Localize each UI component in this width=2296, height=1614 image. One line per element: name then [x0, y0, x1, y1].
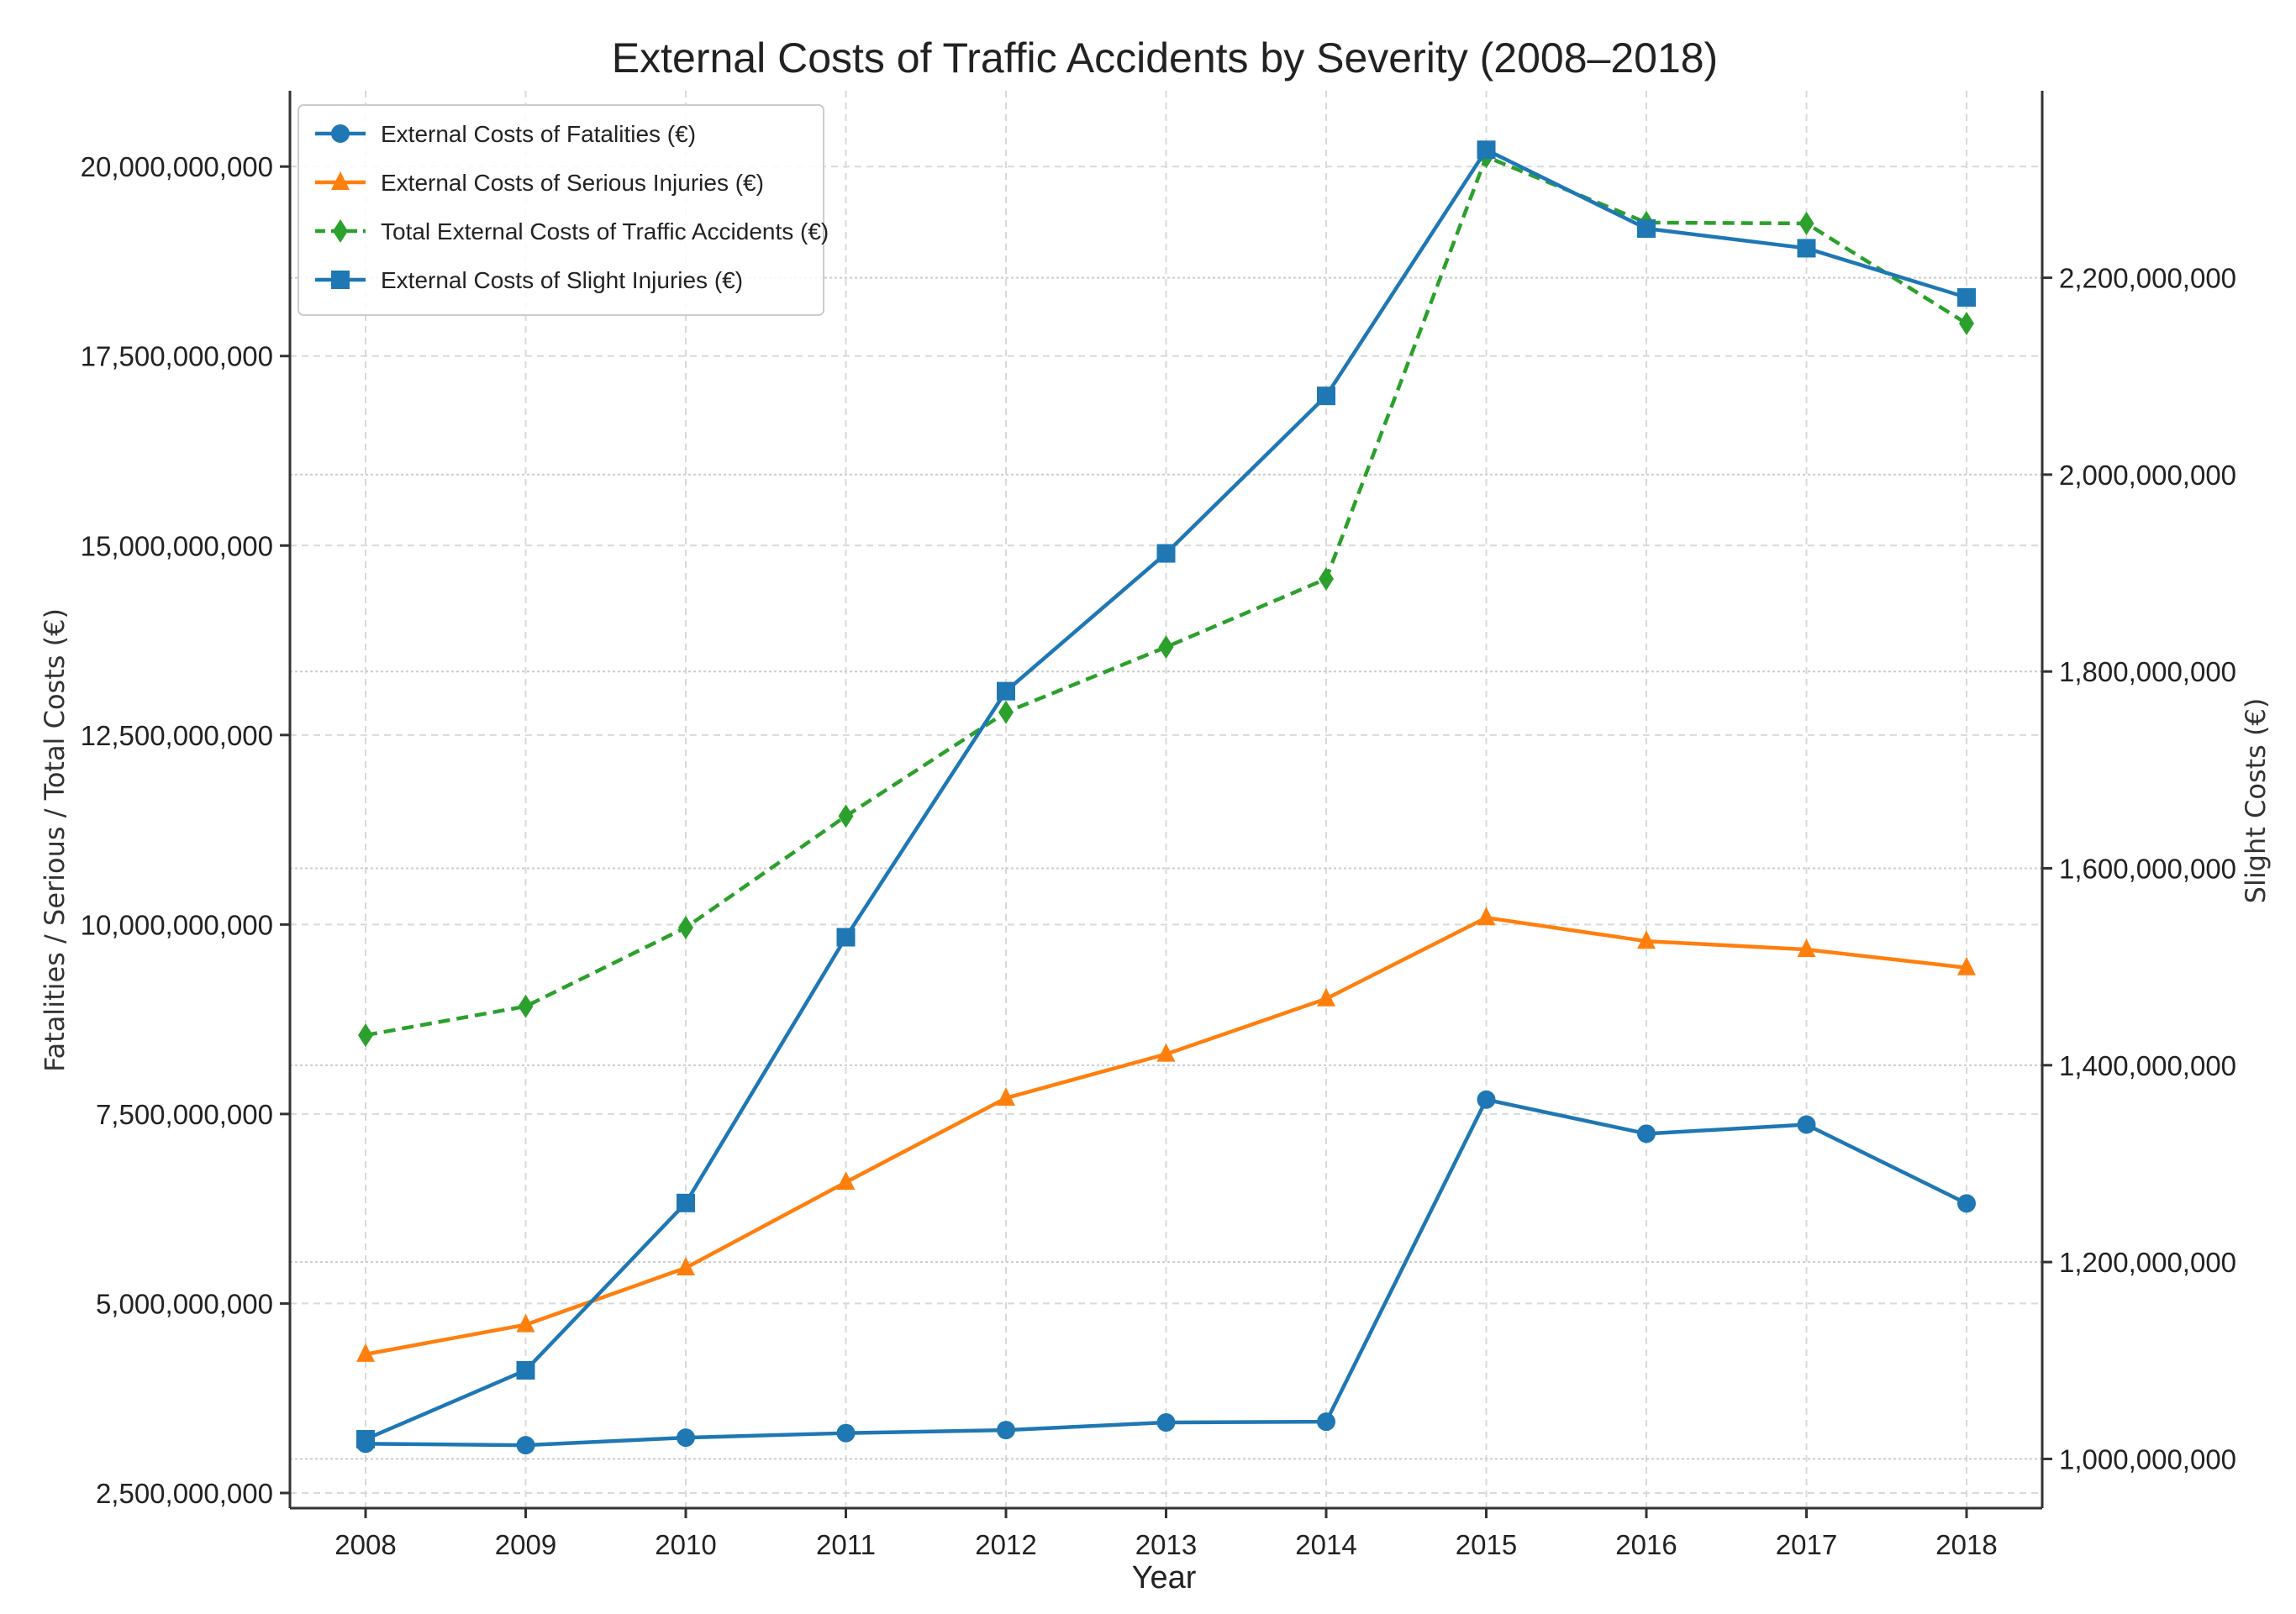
x-axis-label: Year: [1132, 1560, 1197, 1596]
y-axis-label-left: Fatalities / Serious / Total Costs (€): [39, 608, 71, 1072]
x-tick-label: 2008: [334, 1529, 396, 1560]
x-tick-label: 2009: [495, 1529, 556, 1560]
data-point-fatalities: [1637, 1124, 1656, 1143]
data-point-serious-injuries: [1317, 987, 1335, 1007]
legend-label-total-costs: Total External Costs of Traffic Accident…: [381, 218, 829, 244]
legend-label-fatalities: External Costs of Fatalities (€): [381, 121, 696, 147]
x-tick-label: 2018: [1935, 1529, 1997, 1560]
y-tick-label-right: 1,000,000,000: [2059, 1443, 2236, 1475]
axes-layer: 2008 2009 2010 2011 2012 2013 2014 2015 2016 2017…: [81, 91, 2236, 1560]
data-point-slight-injuries: [677, 1193, 695, 1212]
series-layer: [356, 140, 1976, 1455]
data-point-slight-injuries: [836, 928, 856, 947]
y-tick-label-left: 17,500,000,000: [81, 341, 273, 372]
y-tick-label-left: 5,000,000,000: [96, 1288, 273, 1319]
x-tick-label: 2010: [655, 1529, 716, 1560]
x-tick-label: 2016: [1615, 1529, 1677, 1560]
data-point-slight-injuries: [1797, 239, 1816, 258]
data-point-slight-injuries: [1637, 219, 1656, 239]
y-tick-label-right: 2,000,000,000: [2059, 460, 2236, 491]
y-tick-label-right: 2,200,000,000: [2059, 263, 2236, 294]
y-axis-label-right: Slight Costs (€): [2240, 698, 2272, 904]
data-point-slight-injuries: [1957, 288, 1976, 308]
data-point-slight-injuries: [1317, 386, 1335, 406]
data-point-fatalities: [1156, 1413, 1176, 1433]
series-line-total-costs: [365, 155, 1968, 1038]
series-serious-injuries: [356, 907, 1976, 1362]
y-tick-label-right: 1,400,000,000: [2059, 1050, 2236, 1081]
y-tick-label-right: 1,600,000,000: [2059, 854, 2236, 885]
data-point-fatalities: [836, 1423, 856, 1443]
x-tick-label: 2011: [816, 1529, 876, 1560]
x-tick-label: 2013: [1135, 1529, 1197, 1560]
data-point-serious-injuries: [677, 1257, 695, 1276]
data-point-fatalities: [677, 1428, 695, 1448]
data-point-serious-injuries: [516, 1313, 535, 1333]
data-point-serious-injuries: [356, 1343, 375, 1362]
data-point-total-costs: [678, 915, 693, 939]
legend-box: [298, 104, 824, 316]
data-point-slight-injuries: [516, 1360, 535, 1380]
legend: External Costs of Fatalities (€) External…: [298, 104, 829, 316]
series-slight-injuries: [356, 140, 1976, 1448]
y-tick-label-left: 20,000,000,000: [81, 151, 273, 182]
data-point-total-costs: [998, 700, 1014, 724]
data-point-fatalities: [516, 1436, 535, 1455]
legend-marker-slight-injuries: [331, 271, 350, 289]
data-point-serious-injuries: [1637, 930, 1656, 949]
data-point-fatalities: [997, 1421, 1015, 1440]
y-tick-label-left: 10,000,000,000: [81, 909, 273, 940]
data-point-total-costs: [358, 1023, 373, 1048]
data-point-slight-injuries: [356, 1429, 375, 1448]
data-point-serious-injuries: [1797, 938, 1816, 958]
x-tick-label: 2012: [975, 1529, 1036, 1560]
y-tick-label-left: 15,000,000,000: [81, 530, 273, 561]
x-tick-label: 2017: [1776, 1529, 1837, 1560]
y-tick-label-right: 1,800,000,000: [2059, 656, 2236, 687]
y-tick-label-left: 2,500,000,000: [96, 1478, 273, 1509]
legend-label-serious-injuries: External Costs of Serious Injuries (€): [381, 170, 764, 196]
x-tick-label: 2014: [1295, 1529, 1356, 1560]
data-point-slight-injuries: [1477, 140, 1496, 160]
chart-title: External Costs of Traffic Accidents by S…: [612, 34, 1718, 81]
data-point-total-costs: [1158, 635, 1174, 660]
data-point-serious-injuries: [1957, 956, 1976, 975]
x-tick-label: 2015: [1456, 1529, 1517, 1560]
legend-marker-total-costs: [333, 219, 348, 243]
data-point-slight-injuries: [997, 681, 1015, 701]
y-tick-label-right: 1,200,000,000: [2059, 1247, 2236, 1278]
data-point-fatalities: [1797, 1115, 1816, 1134]
data-point-serious-injuries: [997, 1086, 1015, 1106]
legend-label-slight-injuries: External Costs of Slight Injuries (€): [381, 267, 743, 293]
data-point-total-costs: [518, 994, 534, 1018]
data-point-serious-injuries: [836, 1171, 856, 1191]
data-point-serious-injuries: [1156, 1043, 1176, 1062]
legend-marker-serious-injuries: [331, 171, 350, 190]
y-tick-label-left: 12,500,000,000: [81, 720, 273, 751]
data-point-total-costs: [1319, 566, 1334, 591]
data-point-total-costs: [838, 804, 854, 828]
legend-marker-fatalities: [331, 124, 350, 143]
data-point-fatalities: [1957, 1194, 1976, 1213]
data-point-serious-injuries: [1477, 907, 1496, 926]
data-point-total-costs: [1959, 311, 1974, 335]
data-point-total-costs: [1798, 211, 1814, 235]
y-tick-label-left: 7,500,000,000: [96, 1099, 273, 1130]
data-point-slight-injuries: [1156, 544, 1176, 563]
data-point-fatalities: [1317, 1412, 1335, 1432]
data-point-fatalities: [1477, 1090, 1496, 1109]
